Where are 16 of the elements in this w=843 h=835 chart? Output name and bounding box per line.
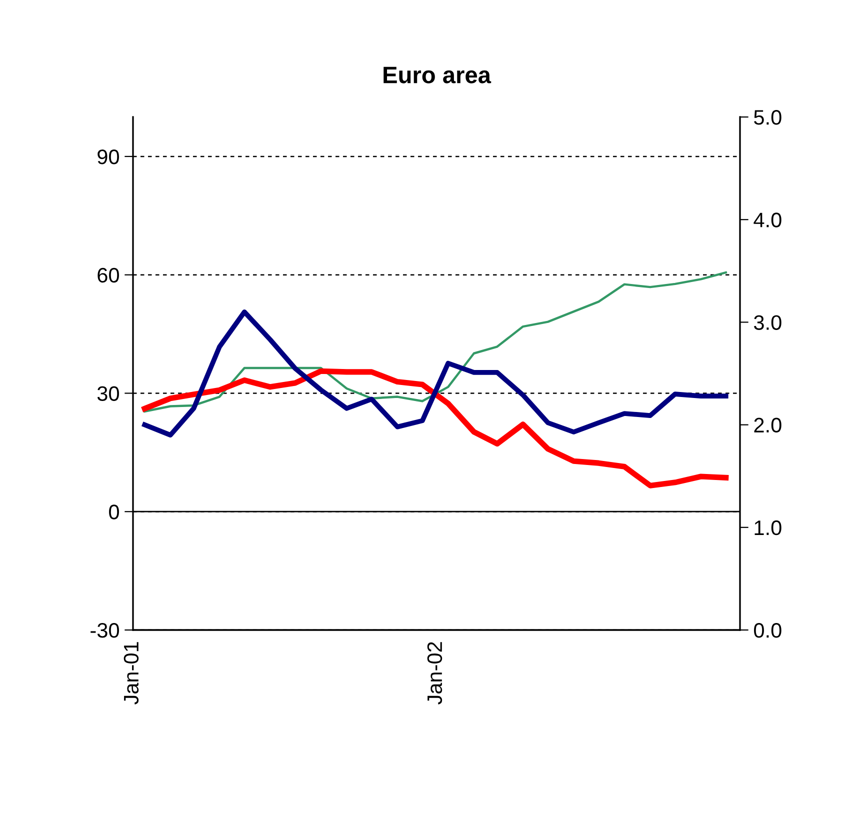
y2-tick-label: 2.0 (754, 418, 782, 433)
y2-tick-label: 0.0 (754, 623, 782, 638)
line-series (142, 310, 728, 438)
y-tick-label: 60 (98, 268, 119, 283)
line-series (144, 271, 727, 412)
y-tick-label: 90 (98, 149, 119, 164)
y2-tick-label: 4.0 (754, 212, 782, 228)
y-tick-label: 30 (97, 386, 119, 401)
y2-tick-label: 3.0 (754, 315, 782, 330)
y-tick-label: 0 (109, 504, 119, 520)
x-tick-label: Jan-01 (124, 642, 139, 704)
x-tick-label: Jan-02 (427, 642, 442, 704)
y2-tick-label: 1.0 (754, 520, 782, 536)
y-tick-label: -30 (90, 623, 119, 638)
y2-tick-label: 5.0 (754, 110, 782, 125)
chart-title: Euro area (384, 66, 492, 84)
